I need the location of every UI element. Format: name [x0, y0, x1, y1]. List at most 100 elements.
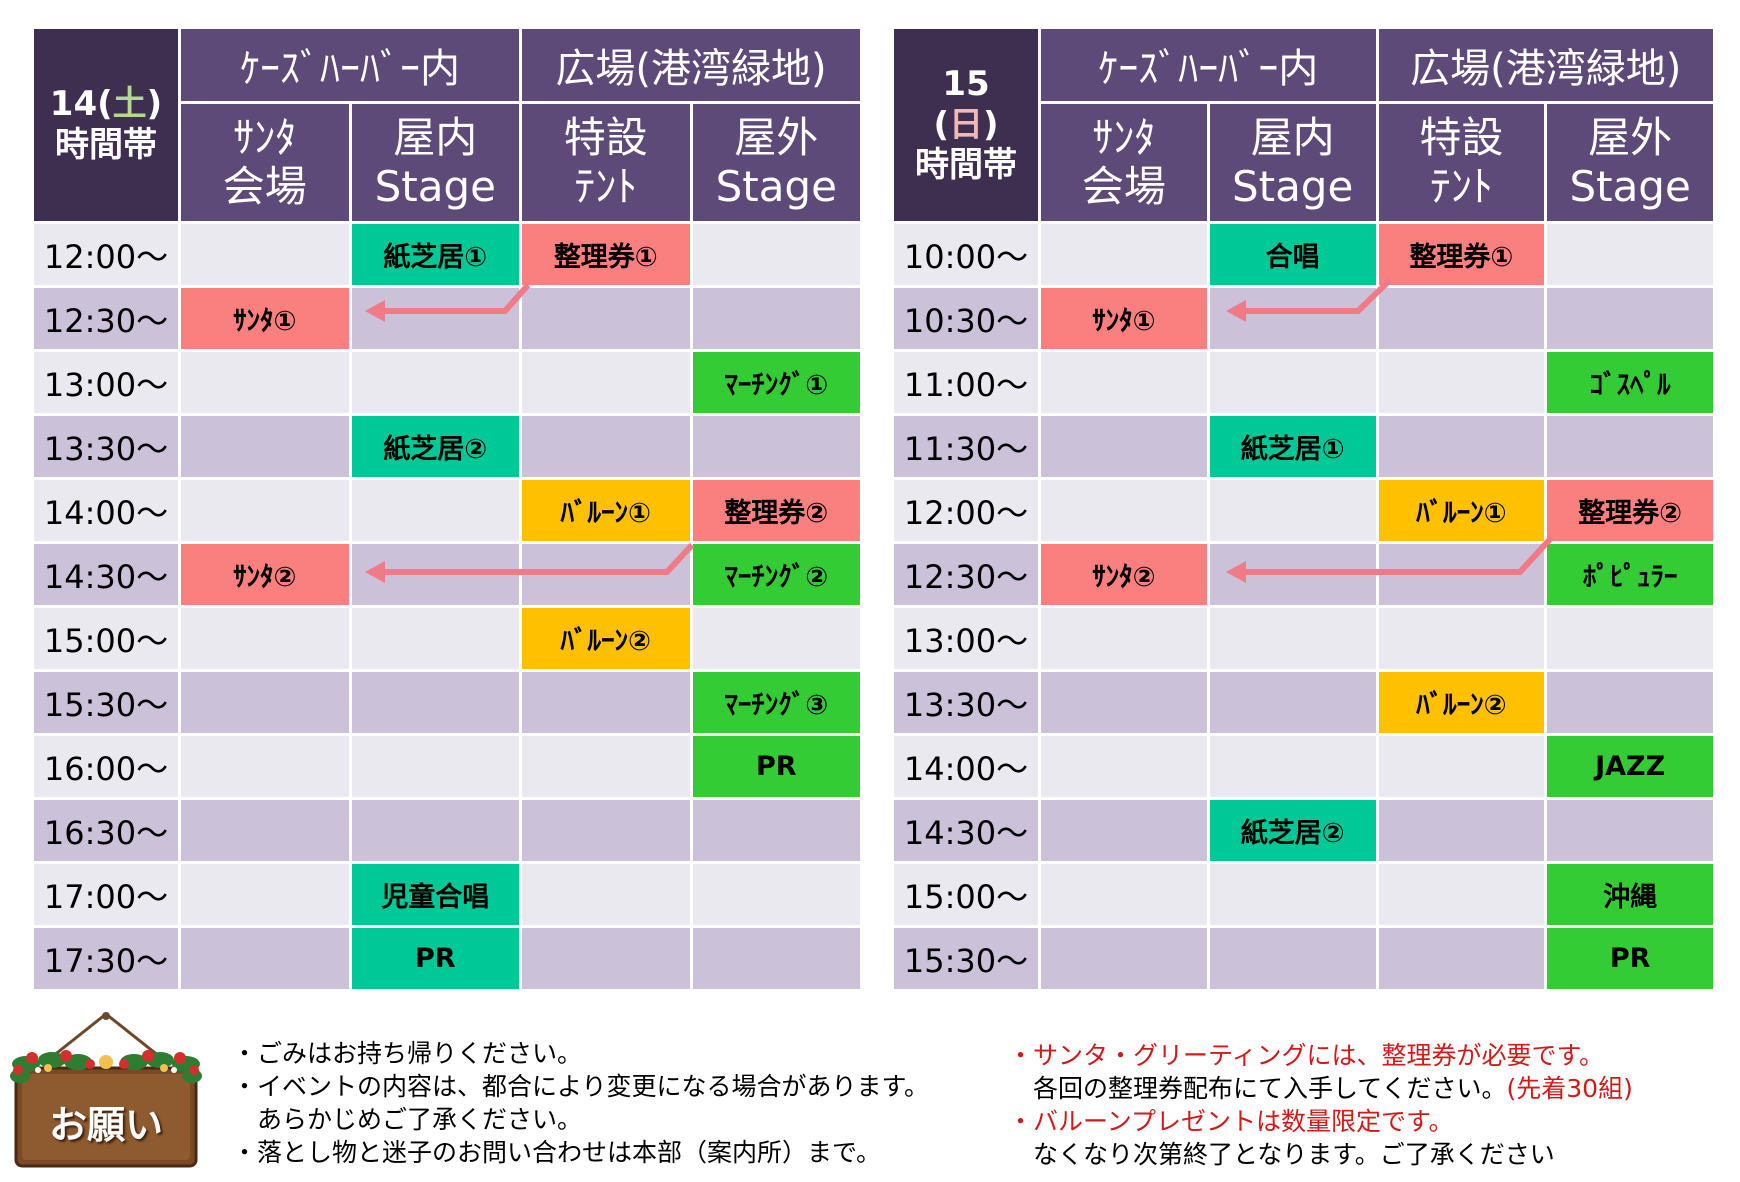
sunday-table-row: 10:30～ ｻﾝﾀ①: [894, 288, 1713, 349]
empty-cell: [522, 928, 690, 989]
empty-cell: [351, 352, 519, 413]
event-cell: PR: [351, 928, 519, 989]
time-slot: 14:30～: [894, 800, 1038, 861]
note-line: ・落とし物と迷子のお問い合わせは本部（案内所）まで。: [232, 1138, 882, 1167]
event-cell: ﾏｰﾁﾝｸﾞ③: [692, 672, 860, 733]
time-slot: 15:30～: [34, 672, 178, 733]
time-slot: 13:00～: [894, 608, 1038, 669]
saturday-table-row: 12:00～ 紙芝居① 整理券①: [34, 224, 860, 285]
event-cell: 紙芝居②: [1209, 800, 1376, 861]
sign-label: お願い: [48, 1103, 163, 1147]
empty-cell: [1547, 224, 1713, 285]
sunday-day-mark: 日: [949, 104, 983, 145]
note-line: 各回の整理券配布にて入手してください。(先着30組): [1008, 1074, 1633, 1103]
saturday-day-number: 14: [49, 84, 98, 125]
empty-cell: [351, 288, 519, 349]
empty-cell: [1209, 672, 1376, 733]
event-cell: ﾏｰﾁﾝｸﾞ①: [692, 352, 860, 413]
saturday-table-row: 14:00～ ﾊﾞﾙｰﾝ① 整理券②: [34, 480, 860, 541]
empty-cell: [1209, 928, 1376, 989]
saturday-time-label: 時間帯: [55, 125, 157, 165]
event-cell: ｻﾝﾀ②: [181, 544, 349, 605]
saturday-group-ks-harbor: ｹｰｽﾞﾊｰﾊﾞｰ内: [181, 29, 519, 101]
event-cell: 紙芝居②: [351, 416, 519, 477]
note-line: あらかじめご了承ください。: [232, 1105, 583, 1134]
saturday-table-row: 15:30～ ﾏｰﾁﾝｸﾞ③: [34, 672, 860, 733]
event-cell: 沖縄: [1547, 864, 1713, 925]
empty-cell: [351, 800, 519, 861]
saturday-day-mark: 土: [112, 84, 147, 125]
event-cell: 整理券②: [1547, 480, 1713, 541]
saturday-column-header: 特設 ﾃﾝﾄ: [522, 104, 690, 221]
empty-cell: [522, 416, 690, 477]
event-cell: 整理券①: [522, 224, 690, 285]
event-cell: 合唱: [1209, 224, 1376, 285]
sunday-column-header: 屋外 Stage: [1547, 104, 1713, 221]
empty-cell: [1041, 672, 1207, 733]
empty-cell: [1547, 288, 1713, 349]
saturday-table-row: 12:30～ ｻﾝﾀ①: [34, 288, 860, 349]
empty-cell: [351, 736, 519, 797]
empty-cell: [1547, 416, 1713, 477]
empty-cell: [692, 928, 860, 989]
empty-cell: [181, 352, 349, 413]
empty-cell: [1041, 800, 1207, 861]
saturday-table-row: 16:30～: [34, 800, 860, 861]
note-line: ・イベントの内容は、都合により変更になる場合があります。: [232, 1072, 930, 1101]
empty-cell: [1041, 864, 1207, 925]
empty-cell: [181, 672, 349, 733]
empty-cell: [1041, 736, 1207, 797]
event-cell: ﾊﾞﾙｰﾝ②: [522, 608, 690, 669]
empty-cell: [692, 800, 860, 861]
time-slot: 10:00～: [894, 224, 1038, 285]
event-cell: ﾊﾞﾙｰﾝ②: [1378, 672, 1545, 733]
empty-cell: [181, 928, 349, 989]
empty-cell: [181, 800, 349, 861]
sunday-table-row: 13:00～: [894, 608, 1713, 669]
empty-cell: [692, 416, 860, 477]
time-slot: 13:00～: [34, 352, 178, 413]
event-cell: 紙芝居①: [1209, 416, 1376, 477]
event-cell: 児童合唱: [351, 864, 519, 925]
note-line: ・サンタ・グリーティングには、整理券が必要です。: [1008, 1041, 1605, 1070]
time-slot: 14:00～: [894, 736, 1038, 797]
saturday-table-row: 15:00～ ﾊﾞﾙｰﾝ②: [34, 608, 860, 669]
empty-cell: [1041, 928, 1207, 989]
saturday-group-plaza: 広場(港湾緑地): [522, 29, 860, 101]
event-cell: ﾊﾞﾙｰﾝ①: [522, 480, 690, 541]
sunday-table-row: 14:00～ JAZZ: [894, 736, 1713, 797]
sunday-schedule-table: 15 (日) 時間帯 ｹｰｽﾞﾊｰﾊﾞｰ内 広場(港湾緑地) ｻﾝﾀ 会場 屋内 St…: [891, 26, 1716, 992]
empty-cell: [1041, 608, 1207, 669]
saturday-table-row: 13:30～ 紙芝居②: [34, 416, 860, 477]
sunday-table-row: 10:00～ 合唱 整理券①: [894, 224, 1713, 285]
event-cell: PR: [692, 736, 860, 797]
saturday-table-row: 17:00～ 児童合唱: [34, 864, 860, 925]
event-cell: ﾊﾞﾙｰﾝ①: [1378, 480, 1545, 541]
empty-cell: [522, 800, 690, 861]
empty-cell: [692, 864, 860, 925]
sunday-column-header: 特設 ﾃﾝﾄ: [1378, 104, 1545, 221]
saturday-column-header: 屋内 Stage: [351, 104, 519, 221]
sunday-table-row: 11:00～ ｺﾞｽﾍﾟﾙ: [894, 352, 1713, 413]
empty-cell: [1378, 352, 1545, 413]
empty-cell: [1209, 352, 1376, 413]
sunday-day-number: 15: [942, 63, 990, 104]
saturday-table-row: 14:30～ ｻﾝﾀ② ﾏｰﾁﾝｸﾞ②: [34, 544, 860, 605]
time-slot: 14:00～: [34, 480, 178, 541]
empty-cell: [351, 672, 519, 733]
empty-cell: [181, 864, 349, 925]
time-slot: 12:30～: [34, 288, 178, 349]
empty-cell: [1547, 800, 1713, 861]
saturday-day-header: 14(土) 時間帯: [34, 29, 178, 221]
empty-cell: [1547, 672, 1713, 733]
notes-right: ・サンタ・グリーティングには、整理券が必要です。 各回の整理券配布にて入手してく…: [1008, 1039, 1633, 1171]
sunday-table-row: 12:00～ ﾊﾞﾙｰﾝ① 整理券②: [894, 480, 1713, 541]
time-slot: 11:30～: [894, 416, 1038, 477]
time-slot: 14:30～: [34, 544, 178, 605]
time-slot: 16:30～: [34, 800, 178, 861]
note-line: ・バルーンプレゼントは数量限定です。: [1008, 1107, 1454, 1136]
notes-left: ・ごみはお持ち帰りください。 ・イベントの内容は、都合により変更になる場合があり…: [232, 1037, 929, 1169]
event-cell: PR: [1547, 928, 1713, 989]
empty-cell: [522, 544, 690, 605]
time-slot: 15:30～: [894, 928, 1038, 989]
